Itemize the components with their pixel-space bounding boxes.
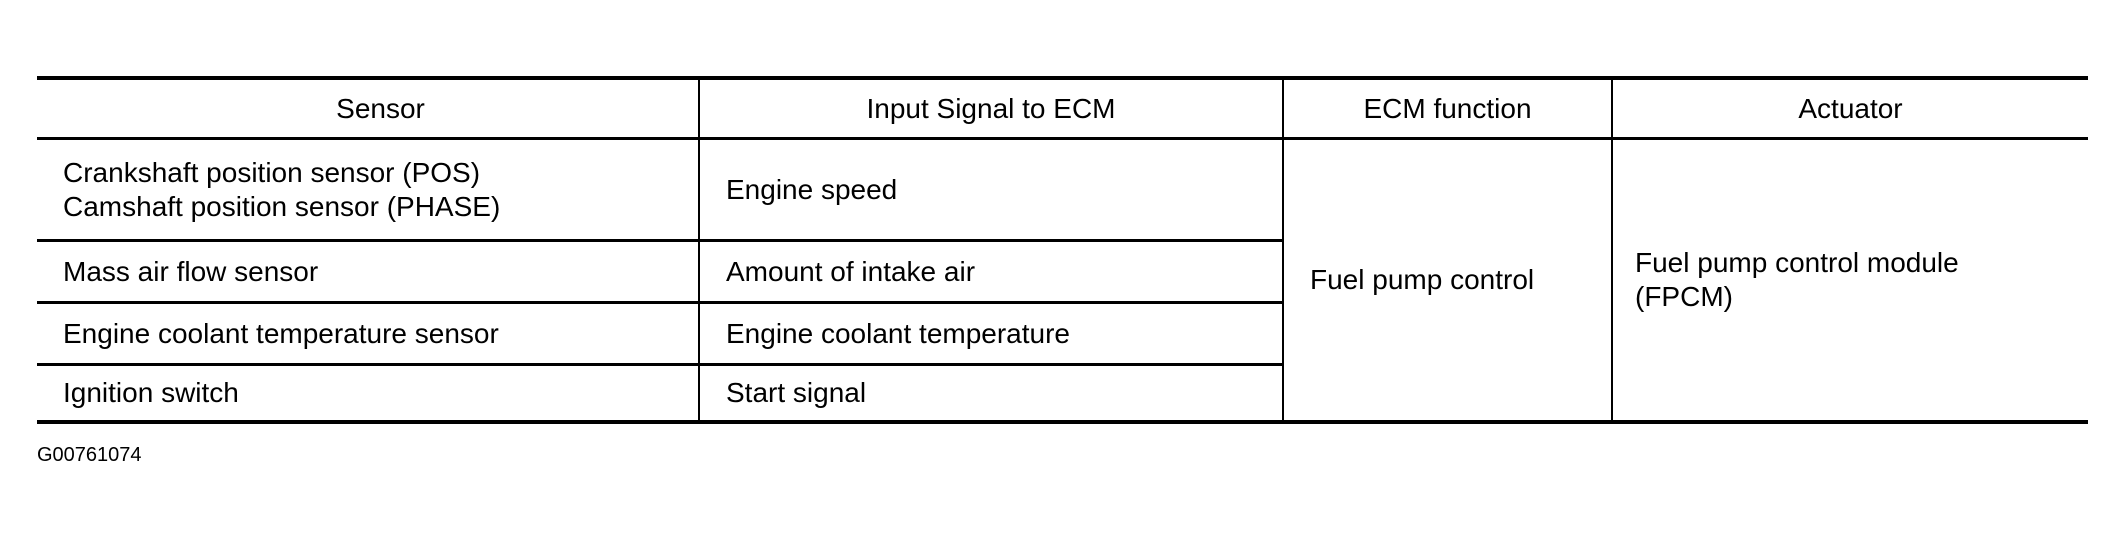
actuator-cell: Fuel pump control module (FPCM) bbox=[1611, 138, 2088, 422]
table-row: Ignition switch Start signal bbox=[37, 364, 2088, 422]
input-cell: Engine speed bbox=[698, 138, 1283, 242]
sensor-cell: Mass air flow sensor bbox=[37, 240, 699, 304]
ecm-function-cell: Fuel pump control bbox=[1282, 138, 1612, 422]
actuator-line: Fuel pump control module bbox=[1635, 247, 1959, 278]
header-input-signal: Input Signal to ECM bbox=[698, 78, 1283, 140]
figure-code: G00761074 bbox=[37, 444, 142, 466]
sensor-line: Camshaft position sensor (PHASE) bbox=[63, 190, 501, 222]
table-row: Crankshaft position sensor (POS) Camshaft… bbox=[37, 138, 2088, 422]
header-sensor: Sensor bbox=[37, 78, 699, 140]
header-actuator: Actuator bbox=[1611, 78, 2088, 140]
header-row: Sensor Input Signal to ECM ECM function … bbox=[37, 78, 2088, 140]
sensor-line: Crankshaft position sensor (POS) bbox=[63, 156, 481, 188]
input-cell: Start signal bbox=[698, 364, 1283, 422]
sensor-cell: Crankshaft position sensor (POS) Camshaft… bbox=[37, 138, 699, 242]
actuator-line: (FPCM) bbox=[1635, 281, 1733, 312]
table-row: Mass air flow sensor Amount of intake ai… bbox=[37, 240, 2088, 304]
fuel-pump-control-table: Sensor Input Signal to ECM ECM function … bbox=[37, 76, 2088, 424]
input-cell: Engine coolant temperature bbox=[698, 302, 1283, 366]
header-ecm-function: ECM function bbox=[1282, 78, 1612, 140]
sensor-cell: Ignition switch bbox=[63, 377, 239, 408]
table-row: Engine coolant temperature sensor Engine… bbox=[37, 302, 2088, 366]
sensor-cell: Engine coolant temperature sensor bbox=[37, 302, 699, 366]
input-cell: Amount of intake air bbox=[698, 240, 1283, 304]
